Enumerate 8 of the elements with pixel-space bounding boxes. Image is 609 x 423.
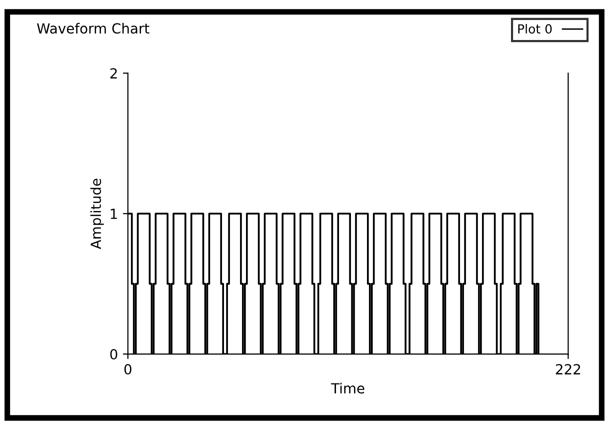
y-axis-title: Amplitude bbox=[90, 178, 104, 250]
y-tick-label: 1 bbox=[110, 208, 117, 219]
legend-label: Plot 0 bbox=[518, 24, 552, 34]
chart-title: Waveform Chart bbox=[37, 22, 150, 34]
y-tick-label: 0 bbox=[110, 349, 118, 360]
x-axis-title: Time bbox=[331, 382, 364, 394]
x-tick-label: 222 bbox=[556, 364, 580, 374]
y-tick-label: 2 bbox=[110, 68, 117, 78]
